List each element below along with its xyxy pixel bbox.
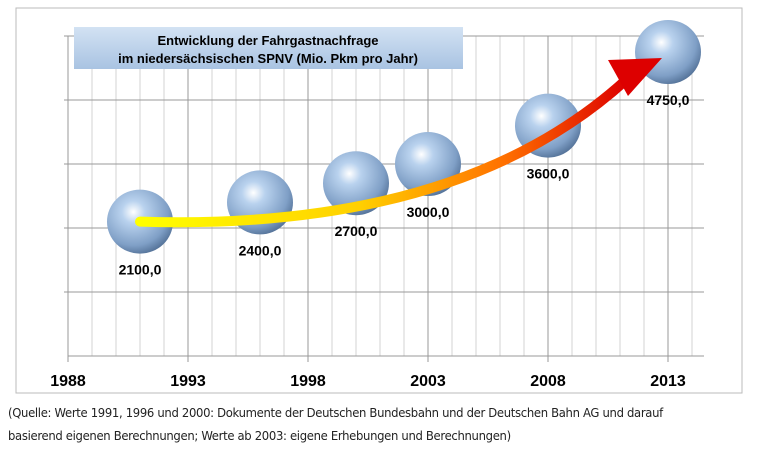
data-label: 2400,0: [239, 242, 282, 258]
source-note-line-2: basierend eigenen Berechnungen; Werte ab…: [8, 428, 511, 443]
data-label: 3000,0: [407, 204, 450, 220]
data-label: 2100,0: [119, 262, 162, 278]
data-label: 2700,0: [335, 223, 378, 239]
x-tick-label: 1998: [290, 373, 326, 390]
chart: 1988 1993 1998 2003 2008 2013 Entwicklung der…: [15, 7, 743, 394]
title-box: [74, 27, 463, 69]
x-tick-label: 1988: [50, 373, 86, 390]
source-note-line-1: (Quelle: Werte 1991, 1996 und 2000: Doku…: [8, 405, 663, 420]
data-label: 4750,0: [647, 92, 690, 108]
x-tick-label: 2013: [650, 373, 686, 390]
chart-title-line-1: Entwicklung der Fahrgastnachfrage: [157, 33, 378, 48]
chart-title-line-2: im niedersächsischen SPNV (Mio. Pkm pro …: [118, 51, 418, 66]
trend-arrow-shaft: [135, 75, 631, 228]
x-tick-label: 2008: [530, 373, 566, 390]
trend-arrow-head: [608, 58, 662, 96]
data-label: 3600,0: [527, 166, 570, 182]
x-tick-label: 2003: [410, 373, 446, 390]
source-note: (Quelle: Werte 1991, 1996 und 2000: Doku…: [8, 401, 715, 447]
x-tick-label: 1993: [170, 373, 206, 390]
